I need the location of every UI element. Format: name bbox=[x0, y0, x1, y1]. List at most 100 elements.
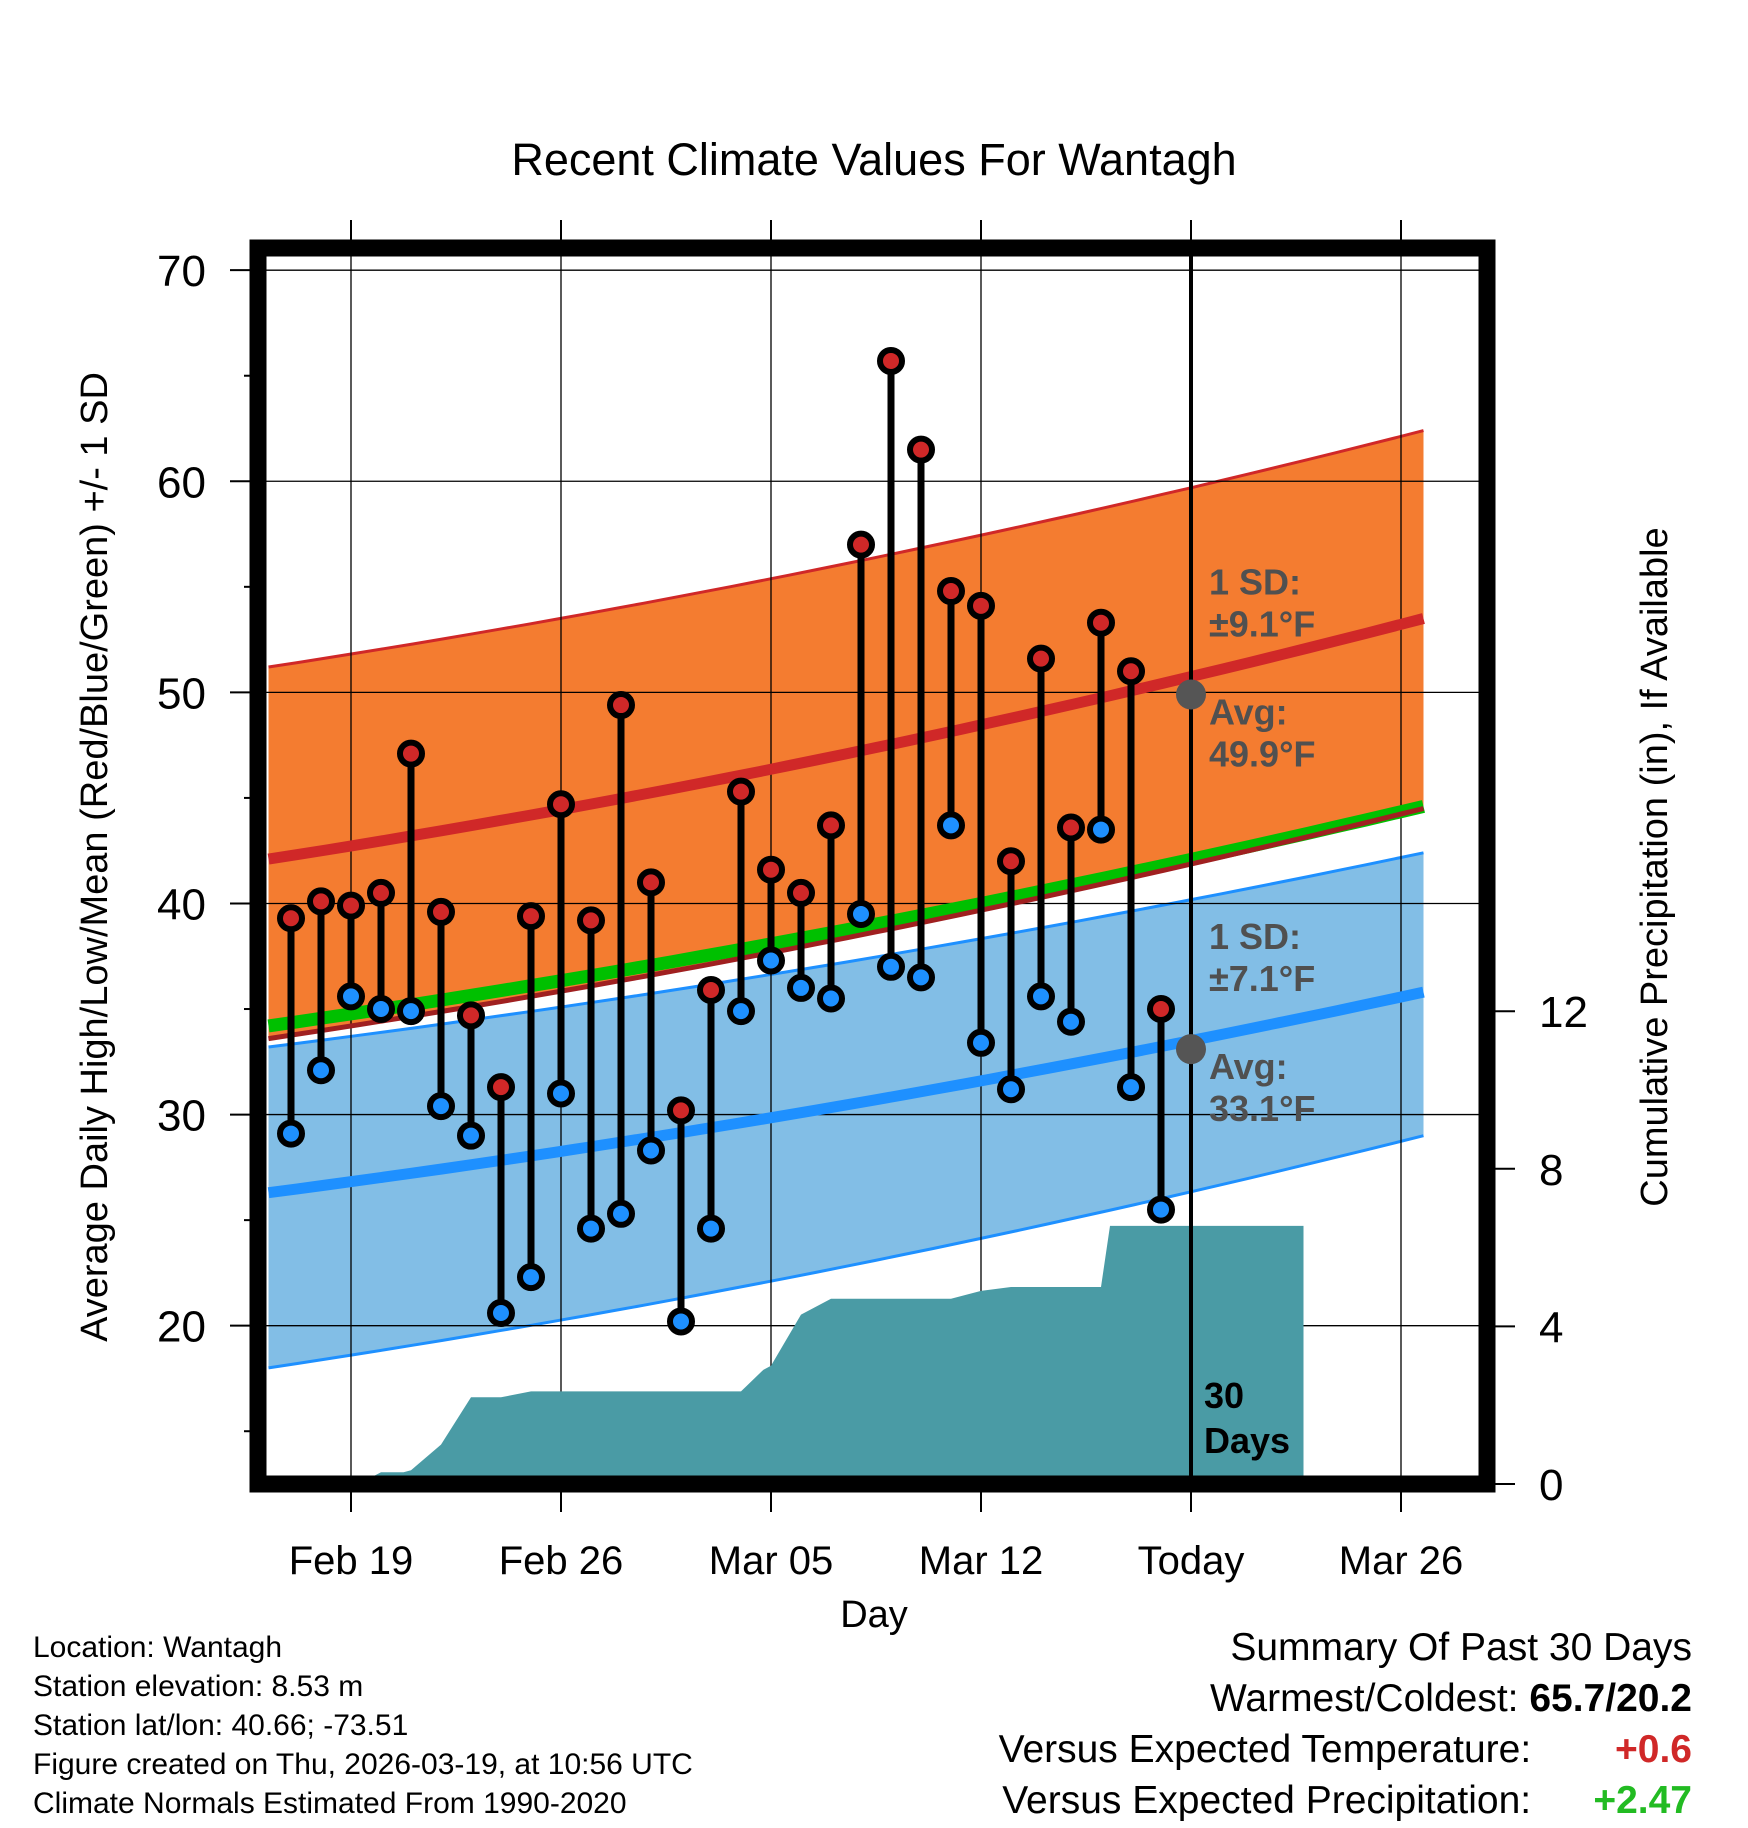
daily-low-point bbox=[1027, 982, 1055, 1011]
daily-low-point bbox=[967, 1028, 995, 1057]
climate-normals: Climate Normals Estimated From 1990-2020 bbox=[33, 1787, 627, 1820]
sd-value: ±9.1°F bbox=[1209, 603, 1315, 644]
y-tick-label-left: 60 bbox=[157, 458, 206, 507]
daily-high-point bbox=[547, 790, 575, 819]
avg-label: Avg: bbox=[1209, 1046, 1288, 1087]
sd-value: ±7.1°F bbox=[1209, 958, 1315, 999]
sd-label: 1 SD: bbox=[1209, 561, 1301, 602]
daily-high-point bbox=[727, 777, 755, 806]
daily-low-point bbox=[367, 995, 395, 1024]
temp-anomaly-value: +0.6 bbox=[1615, 1728, 1692, 1771]
daily-low-point bbox=[277, 1119, 305, 1148]
daily-high-point bbox=[337, 891, 365, 920]
daily-high-point bbox=[967, 591, 995, 620]
daily-low-point bbox=[487, 1299, 515, 1328]
high-normal-line bbox=[267, 613, 1425, 865]
y-tick-label-right: 4 bbox=[1539, 1303, 1563, 1352]
daily-low-point bbox=[877, 952, 905, 981]
daily-low-point bbox=[307, 1056, 335, 1085]
summary-panel: Summary Of Past 30 Days Warmest/Coldest:… bbox=[999, 1622, 1692, 1826]
precipitation-area bbox=[268, 1225, 1304, 1484]
daily-low-point bbox=[787, 973, 815, 1002]
daily-low-point bbox=[667, 1307, 695, 1336]
daily-high-point bbox=[277, 904, 305, 933]
daily-low-point bbox=[457, 1121, 485, 1150]
daily-high-point bbox=[667, 1096, 695, 1125]
mean-normal-line bbox=[267, 800, 1425, 1033]
y-tick-label-right: 12 bbox=[1539, 988, 1588, 1037]
x-tick-label: Feb 26 bbox=[499, 1539, 624, 1583]
x-tick-label: Mar 12 bbox=[919, 1539, 1044, 1583]
high-sd-upper-line bbox=[268, 429, 1424, 669]
summary-precipitation: Versus Expected Precipitation: +2.47 bbox=[999, 1775, 1692, 1826]
daily-low-point bbox=[997, 1075, 1025, 1104]
daily-low-point bbox=[1117, 1073, 1145, 1102]
daily-low-point bbox=[1087, 815, 1115, 844]
daily-high-point bbox=[847, 530, 875, 559]
figure-created: Figure created on Thu, 2026-03-19, at 10… bbox=[33, 1748, 693, 1781]
sd-label: 1 SD: bbox=[1209, 916, 1301, 957]
daily-high-point bbox=[367, 878, 395, 907]
precip-anomaly-value: +2.47 bbox=[1593, 1779, 1692, 1822]
daily-high-point bbox=[1147, 995, 1175, 1024]
precip-anomaly-label: Versus Expected Precipitation: bbox=[1002, 1779, 1532, 1822]
summary-title: Summary Of Past 30 Days bbox=[1230, 1626, 1692, 1669]
summary-temperature: Versus Expected Temperature: +0.6 bbox=[999, 1724, 1692, 1775]
y-axis-label-left: Average Daily High/Low/Mean (Red/Blue/Gr… bbox=[74, 372, 116, 1342]
warm-cold-label: Warmest/Coldest: bbox=[1210, 1677, 1519, 1720]
daily-low-point bbox=[817, 984, 845, 1013]
y-tick-label-left: 40 bbox=[157, 880, 206, 929]
daily-low-point bbox=[697, 1214, 725, 1243]
daily-high-point bbox=[877, 346, 905, 375]
daily-high-point bbox=[457, 1001, 485, 1030]
daily-low-point bbox=[427, 1092, 455, 1121]
x-tick-label: Mar 26 bbox=[1339, 1539, 1464, 1583]
avg-value: 33.1°F bbox=[1209, 1088, 1315, 1129]
y-tick-label-right: 0 bbox=[1539, 1461, 1563, 1510]
daily-high-point bbox=[607, 691, 635, 720]
daily-high-point bbox=[907, 435, 935, 464]
y-axis-label-right: Cumulative Precipitation (in), If Availa… bbox=[1634, 527, 1676, 1206]
daily-high-point bbox=[427, 897, 455, 926]
x-tick-label: Today bbox=[1138, 1539, 1245, 1583]
daily-low-point bbox=[517, 1263, 545, 1292]
days-label: 30 bbox=[1204, 1375, 1244, 1416]
daily-low-point bbox=[547, 1079, 575, 1108]
daily-high-point bbox=[1087, 608, 1115, 637]
daily-low-point bbox=[397, 997, 425, 1026]
station-info: Location: Wantagh Station elevation: 8.5… bbox=[33, 1628, 693, 1823]
x-tick-label: Mar 05 bbox=[709, 1539, 834, 1583]
temp-anomaly-label: Versus Expected Temperature: bbox=[998, 1728, 1532, 1771]
daily-high-point bbox=[1027, 644, 1055, 673]
daily-high-point bbox=[307, 887, 335, 916]
daily-low-point bbox=[637, 1136, 665, 1165]
y-tick-label-right: 8 bbox=[1539, 1146, 1563, 1195]
daily-low-point bbox=[907, 963, 935, 992]
summary-warm-cold: Warmest/Coldest: 65.7/20.2 bbox=[999, 1673, 1692, 1724]
x-axis-label: Day bbox=[840, 1594, 908, 1636]
daily-high-point bbox=[817, 811, 845, 840]
daily-high-point bbox=[517, 902, 545, 931]
daily-high-point bbox=[787, 878, 815, 907]
today-normal-marker bbox=[1176, 679, 1206, 710]
y-tick-label-left: 30 bbox=[157, 1092, 206, 1141]
avg-value: 49.9°F bbox=[1209, 733, 1315, 774]
daily-high-point bbox=[487, 1073, 515, 1102]
daily-low-point bbox=[1147, 1195, 1175, 1224]
y-tick-label-left: 70 bbox=[157, 247, 206, 296]
daily-high-point bbox=[397, 739, 425, 768]
daily-low-point bbox=[577, 1214, 605, 1243]
daily-low-point bbox=[337, 982, 365, 1011]
daily-high-point bbox=[697, 976, 725, 1005]
station-elevation: Station elevation: 8.53 m bbox=[33, 1670, 364, 1703]
daily-high-point bbox=[937, 577, 965, 606]
x-tick-label: Feb 19 bbox=[289, 1539, 414, 1583]
station-latlon: Station lat/lon: 40.66; -73.51 bbox=[33, 1709, 409, 1742]
chart-title: Recent Climate Values For Wantagh bbox=[511, 134, 1236, 185]
low-sd-lower-line bbox=[268, 1134, 1424, 1370]
daily-low-point bbox=[1057, 1007, 1085, 1036]
daily-low-point bbox=[847, 900, 875, 929]
station-location: Location: Wantagh bbox=[33, 1631, 283, 1664]
daily-high-point bbox=[577, 906, 605, 935]
